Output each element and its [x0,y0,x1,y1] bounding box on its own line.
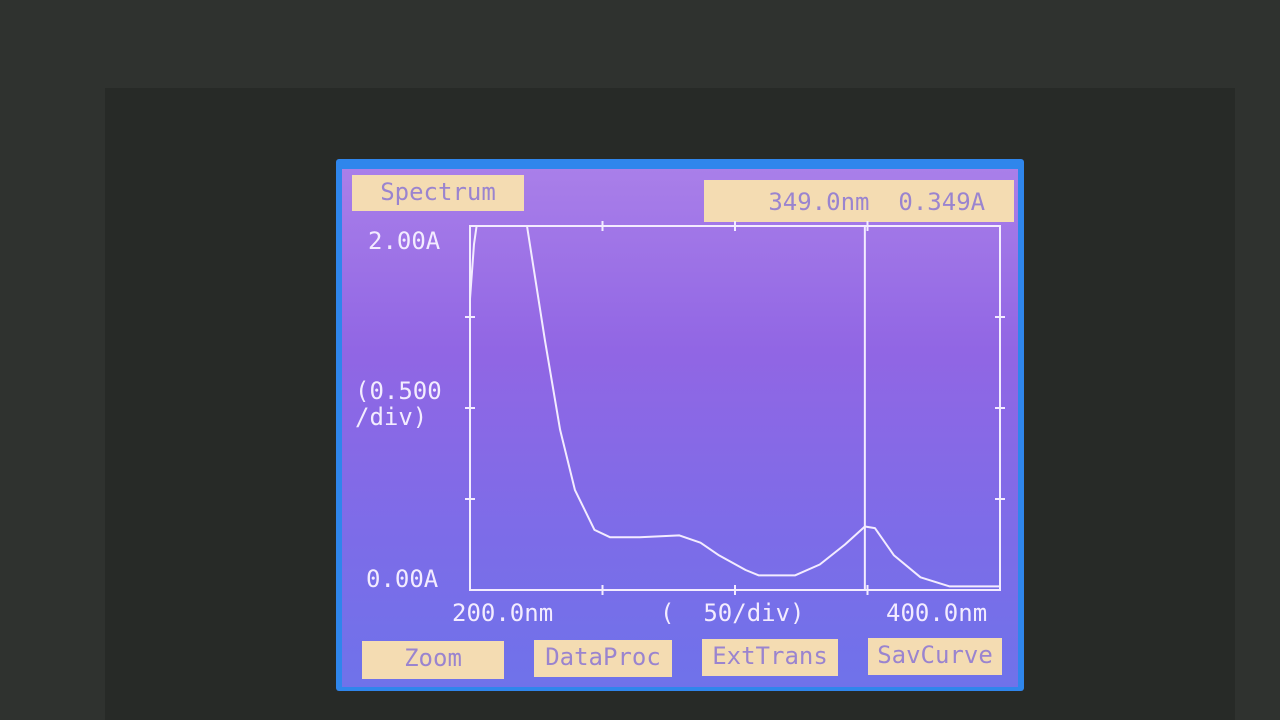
x-left-label: 200.0nm [452,599,554,627]
cursor-absorbance: 0.349A [898,188,986,216]
lcd-screen [336,159,1024,691]
spectrum-trace [469,225,1000,588]
lcd-display [342,169,1018,687]
zoom-button[interactable]: Zoom [362,641,504,679]
cursor-wavelength: 349.0nm [768,188,870,216]
x-scale-label: ( 50/div) [660,599,805,627]
mode-label: Spectrum [352,175,524,211]
cursor-readout: 349.0nm 0.349A [704,180,1014,222]
plot-frame [469,225,1001,591]
x-right-label: 400.0nm [886,599,988,627]
savcurve-button[interactable]: SavCurve [868,638,1002,675]
exttrans-button[interactable]: ExtTrans [702,639,838,676]
y-scale-label: (0.500 /div) [355,377,442,431]
y-top-label: 2.00A [368,227,441,255]
y-bottom-label: 0.00A [366,565,439,593]
dataproc-button[interactable]: DataProc [534,640,672,677]
